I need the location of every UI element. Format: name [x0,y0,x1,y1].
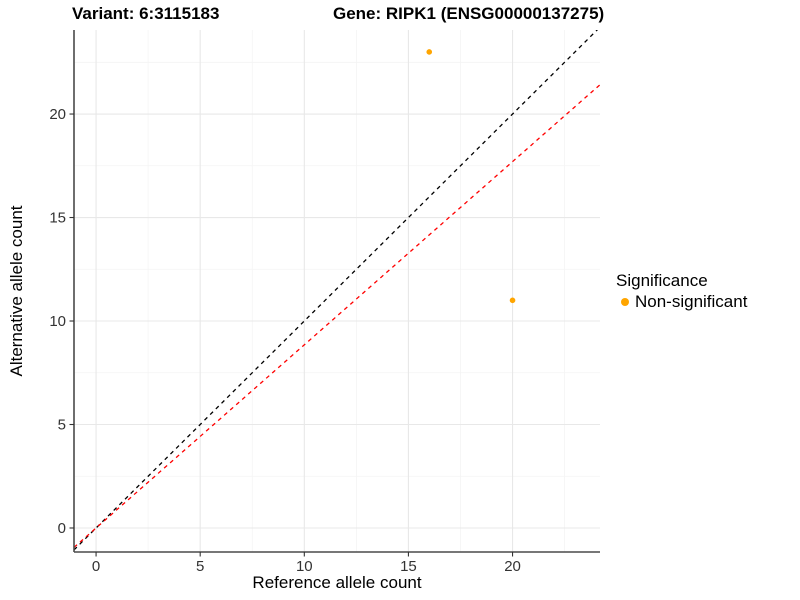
x-axis-title: Reference allele count [252,573,422,592]
legend-item-label: Non-significant [635,292,748,311]
x-tick-label: 5 [196,558,204,575]
y-tick-label: 20 [49,106,66,123]
data-point [509,297,516,304]
data-point [426,49,433,55]
y-tick-label: 0 [58,520,66,537]
y-tick-label: 10 [49,313,66,330]
x-tick-label: 10 [296,558,313,575]
fit-line [74,84,600,548]
x-tick-label: 0 [92,558,100,575]
x-tick-label: 15 [400,558,417,575]
variant-title: Variant: 6:3115183 [72,4,220,23]
identity-line [74,30,599,551]
y-tick-label: 5 [58,417,66,434]
legend-point-icon [621,298,629,306]
legend: Significance Non-significant [616,271,747,312]
y-axis-title: Alternative allele count [7,205,26,377]
y-tick-label: 15 [49,210,66,227]
legend-title: Significance [616,271,708,290]
legend-item: Non-significant [616,292,747,312]
x-tick-label: 20 [504,558,521,575]
gene-title: Gene: RIPK1 (ENSG00000137275) [333,4,605,23]
